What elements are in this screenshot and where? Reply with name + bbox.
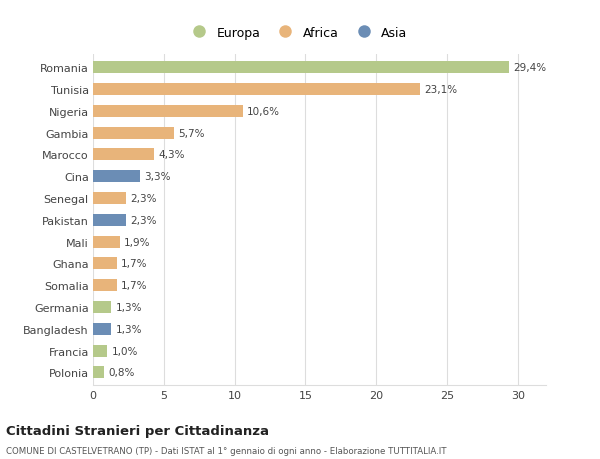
Text: 2,3%: 2,3% — [130, 215, 157, 225]
Bar — [93, 171, 140, 183]
Bar — [93, 236, 120, 248]
Bar — [93, 62, 509, 74]
Bar — [93, 345, 107, 357]
Bar — [93, 258, 117, 270]
Bar — [93, 149, 154, 161]
Text: 4,3%: 4,3% — [158, 150, 185, 160]
Legend: Europa, Africa, Asia: Europa, Africa, Asia — [181, 22, 412, 45]
Text: 2,3%: 2,3% — [130, 194, 157, 204]
Bar — [93, 367, 104, 379]
Text: 1,3%: 1,3% — [116, 324, 142, 334]
Text: 1,3%: 1,3% — [116, 302, 142, 312]
Text: 5,7%: 5,7% — [178, 129, 205, 138]
Text: 1,7%: 1,7% — [121, 280, 148, 291]
Text: 3,3%: 3,3% — [144, 172, 170, 182]
Bar — [93, 301, 112, 313]
Bar — [93, 193, 125, 205]
Text: 10,6%: 10,6% — [247, 106, 280, 117]
Bar — [93, 106, 243, 118]
Bar — [93, 84, 420, 96]
Text: COMUNE DI CASTELVETRANO (TP) - Dati ISTAT al 1° gennaio di ogni anno - Elaborazi: COMUNE DI CASTELVETRANO (TP) - Dati ISTA… — [6, 446, 446, 455]
Bar — [93, 280, 117, 291]
Bar — [93, 128, 173, 140]
Text: 1,7%: 1,7% — [121, 259, 148, 269]
Text: 1,9%: 1,9% — [124, 237, 151, 247]
Text: 1,0%: 1,0% — [112, 346, 138, 356]
Text: 0,8%: 0,8% — [109, 368, 135, 377]
Text: 29,4%: 29,4% — [514, 63, 547, 73]
Text: 23,1%: 23,1% — [424, 85, 457, 95]
Bar — [93, 323, 112, 335]
Bar — [93, 214, 125, 226]
Text: Cittadini Stranieri per Cittadinanza: Cittadini Stranieri per Cittadinanza — [6, 425, 269, 437]
